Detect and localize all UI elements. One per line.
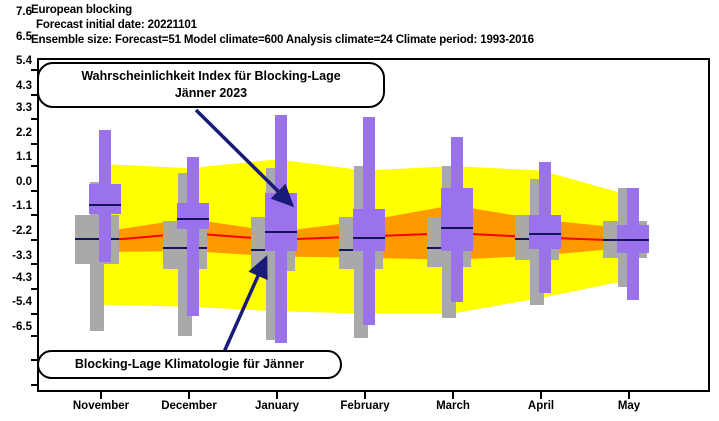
forecast-median-april <box>529 233 561 236</box>
y-axis-tick-mark <box>31 189 37 192</box>
y-axis-tick-mark <box>31 384 37 386</box>
y-axis-tick-mark <box>31 312 37 315</box>
x-axis-tick-mark <box>188 392 190 399</box>
y-axis-tick-label: -5.4 <box>12 296 32 309</box>
ensemble-info-line: Ensemble size: Forecast=51 Model climate… <box>31 34 534 46</box>
y-axis-tick-label: -2.2 <box>12 224 32 237</box>
y-axis-tick-label: -4.3 <box>12 271 32 284</box>
forecast-box-january <box>265 192 297 251</box>
x-axis-tick-mark <box>276 392 278 399</box>
climatology-box-december <box>163 220 207 269</box>
y-axis-tick-mark <box>31 334 37 337</box>
y-axis-tick-mark <box>31 263 37 266</box>
plot-inner <box>39 60 708 390</box>
x-axis-label-february: February <box>340 400 390 412</box>
forecast-box-february <box>353 208 385 251</box>
y-axis-tick-mark <box>31 118 37 121</box>
forecast-box-december <box>177 202 209 229</box>
x-axis-label-november: November <box>72 400 130 412</box>
forecast-box-april <box>529 215 561 249</box>
x-axis-label-january: January <box>254 400 300 412</box>
forecast-annotation-callout: Wahrscheinlichkeit Index für Blocking-La… <box>37 62 385 108</box>
y-axis-tick-label: 1.1 <box>16 151 32 164</box>
x-axis-tick-mark <box>540 392 542 399</box>
climatology-annotation-callout: Blocking-Lage Klimatologie für Jänner <box>37 350 342 379</box>
forecast-median-may <box>617 238 649 241</box>
y-axis-tick-label: -1.1 <box>12 200 32 213</box>
x-axis-label-may: May <box>617 400 641 412</box>
y-axis-tick-label: 2.2 <box>16 126 32 139</box>
forecast-whisker-december <box>187 157 199 316</box>
forecast-median-november <box>89 204 121 207</box>
forecast-box-november <box>89 183 121 215</box>
y-axis-tick-mark <box>31 165 37 168</box>
y-axis-tick-label: 3.3 <box>16 102 32 115</box>
forecast-callout-line1: Wahrscheinlichkeit Index für Blocking-La… <box>81 69 341 83</box>
forecast-median-february <box>353 236 385 239</box>
forecast-median-december <box>177 217 209 220</box>
x-axis-label-april: April <box>527 400 555 412</box>
forecast-median-january <box>265 230 297 233</box>
y-axis-labels: 7.6 6.5 5.4 4.3 3.3 2.2 1.1 0.0 -1.1 -2.2 -3.3 -4.3… <box>0 0 32 334</box>
x-axis-tick-mark <box>628 392 630 399</box>
y-axis-tick-label: 4.3 <box>16 79 32 92</box>
forecast-box-march <box>441 188 473 251</box>
climatology-box-november <box>75 215 119 265</box>
plot-area <box>37 58 710 392</box>
y-axis-tick-mark <box>31 359 37 362</box>
y-axis-tick-label: -3.3 <box>12 249 32 262</box>
forecast-median-march <box>441 226 473 229</box>
forecast-date-line: Forecast initial date: 20221101 <box>36 19 197 31</box>
x-axis-tick-mark <box>452 392 454 399</box>
y-axis-tick-mark <box>31 93 37 96</box>
x-axis-tick-mark <box>100 392 102 399</box>
x-axis-label-december: December <box>161 400 217 412</box>
chart-title: European blocking <box>31 4 132 16</box>
y-axis-tick-mark <box>31 287 37 290</box>
y-axis-ticks <box>0 58 37 392</box>
y-axis-tick-label: 7.6 <box>16 6 32 18</box>
y-axis-tick-label: -6.5 <box>12 321 32 333</box>
climatology-median-december <box>163 246 207 249</box>
x-axis-tick-mark <box>364 392 366 399</box>
x-axis-label-march: March <box>436 400 470 412</box>
y-axis-tick-label: 6.5 <box>16 30 32 43</box>
y-axis-tick-mark <box>31 69 37 71</box>
y-axis-tick-label: 5.4 <box>16 55 32 68</box>
y-axis-tick-mark <box>31 238 37 241</box>
y-axis-tick-label: 0.0 <box>16 175 32 188</box>
y-axis-tick-mark <box>31 142 37 145</box>
y-axis-tick-mark <box>31 214 37 217</box>
climatology-median-november <box>75 237 119 240</box>
forecast-callout-line2: Jänner 2023 <box>174 86 248 100</box>
